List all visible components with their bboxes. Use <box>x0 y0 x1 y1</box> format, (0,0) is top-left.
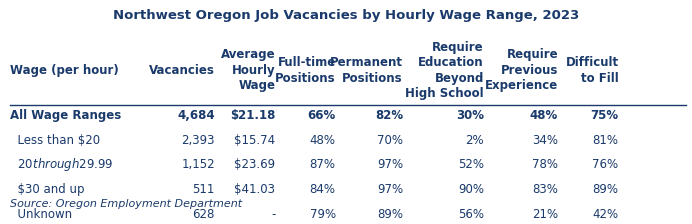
Text: 52%: 52% <box>458 158 484 171</box>
Text: 1,152: 1,152 <box>181 158 215 171</box>
Text: 90%: 90% <box>458 183 484 196</box>
Text: 81%: 81% <box>592 134 619 146</box>
Text: 21%: 21% <box>532 208 558 221</box>
Text: Source: Oregon Employment Department: Source: Oregon Employment Department <box>10 199 242 209</box>
Text: 89%: 89% <box>592 183 619 196</box>
Text: 42%: 42% <box>592 208 619 221</box>
Text: Full-time
Positions: Full-time Positions <box>275 56 336 85</box>
Text: 511: 511 <box>192 183 215 196</box>
Text: Unknown: Unknown <box>10 208 72 221</box>
Text: 79%: 79% <box>309 208 336 221</box>
Text: 30%: 30% <box>456 109 484 122</box>
Text: 48%: 48% <box>310 134 336 146</box>
Text: 82%: 82% <box>375 109 403 122</box>
Text: 97%: 97% <box>377 158 403 171</box>
Text: $21.18: $21.18 <box>230 109 275 122</box>
Text: 48%: 48% <box>530 109 558 122</box>
Text: Less than $20: Less than $20 <box>10 134 100 146</box>
Text: $15.74: $15.74 <box>234 134 275 146</box>
Text: 56%: 56% <box>458 208 484 221</box>
Text: Require
Education
Beyond
High School: Require Education Beyond High School <box>406 41 484 100</box>
Text: 2%: 2% <box>465 134 484 146</box>
Text: 2,393: 2,393 <box>181 134 215 146</box>
Text: 78%: 78% <box>532 158 558 171</box>
Text: 628: 628 <box>192 208 215 221</box>
Text: Northwest Oregon Job Vacancies by Hourly Wage Range, 2023: Northwest Oregon Job Vacancies by Hourly… <box>113 9 579 22</box>
Text: Require
Previous
Experience: Require Previous Experience <box>485 48 558 92</box>
Text: 70%: 70% <box>377 134 403 146</box>
Text: 66%: 66% <box>307 109 336 122</box>
Text: 76%: 76% <box>592 158 619 171</box>
Text: Average
Hourly
Wage: Average Hourly Wage <box>221 48 275 92</box>
Text: 87%: 87% <box>310 158 336 171</box>
Text: 84%: 84% <box>310 183 336 196</box>
Text: 89%: 89% <box>377 208 403 221</box>
Text: Difficult
to Fill: Difficult to Fill <box>565 56 619 85</box>
Text: All Wage Ranges: All Wage Ranges <box>10 109 121 122</box>
Text: 4,684: 4,684 <box>177 109 215 122</box>
Text: $30 and up: $30 and up <box>10 183 84 196</box>
Text: 97%: 97% <box>377 183 403 196</box>
Text: $20 through $29.99: $20 through $29.99 <box>10 156 113 173</box>
Text: $23.69: $23.69 <box>234 158 275 171</box>
Text: Wage (per hour): Wage (per hour) <box>10 64 118 77</box>
Text: 83%: 83% <box>532 183 558 196</box>
Text: Permanent
Positions: Permanent Positions <box>330 56 403 85</box>
Text: 75%: 75% <box>590 109 619 122</box>
Text: $41.03: $41.03 <box>235 183 275 196</box>
Text: Vacancies: Vacancies <box>149 64 215 77</box>
Text: 34%: 34% <box>532 134 558 146</box>
Text: -: - <box>271 208 275 221</box>
